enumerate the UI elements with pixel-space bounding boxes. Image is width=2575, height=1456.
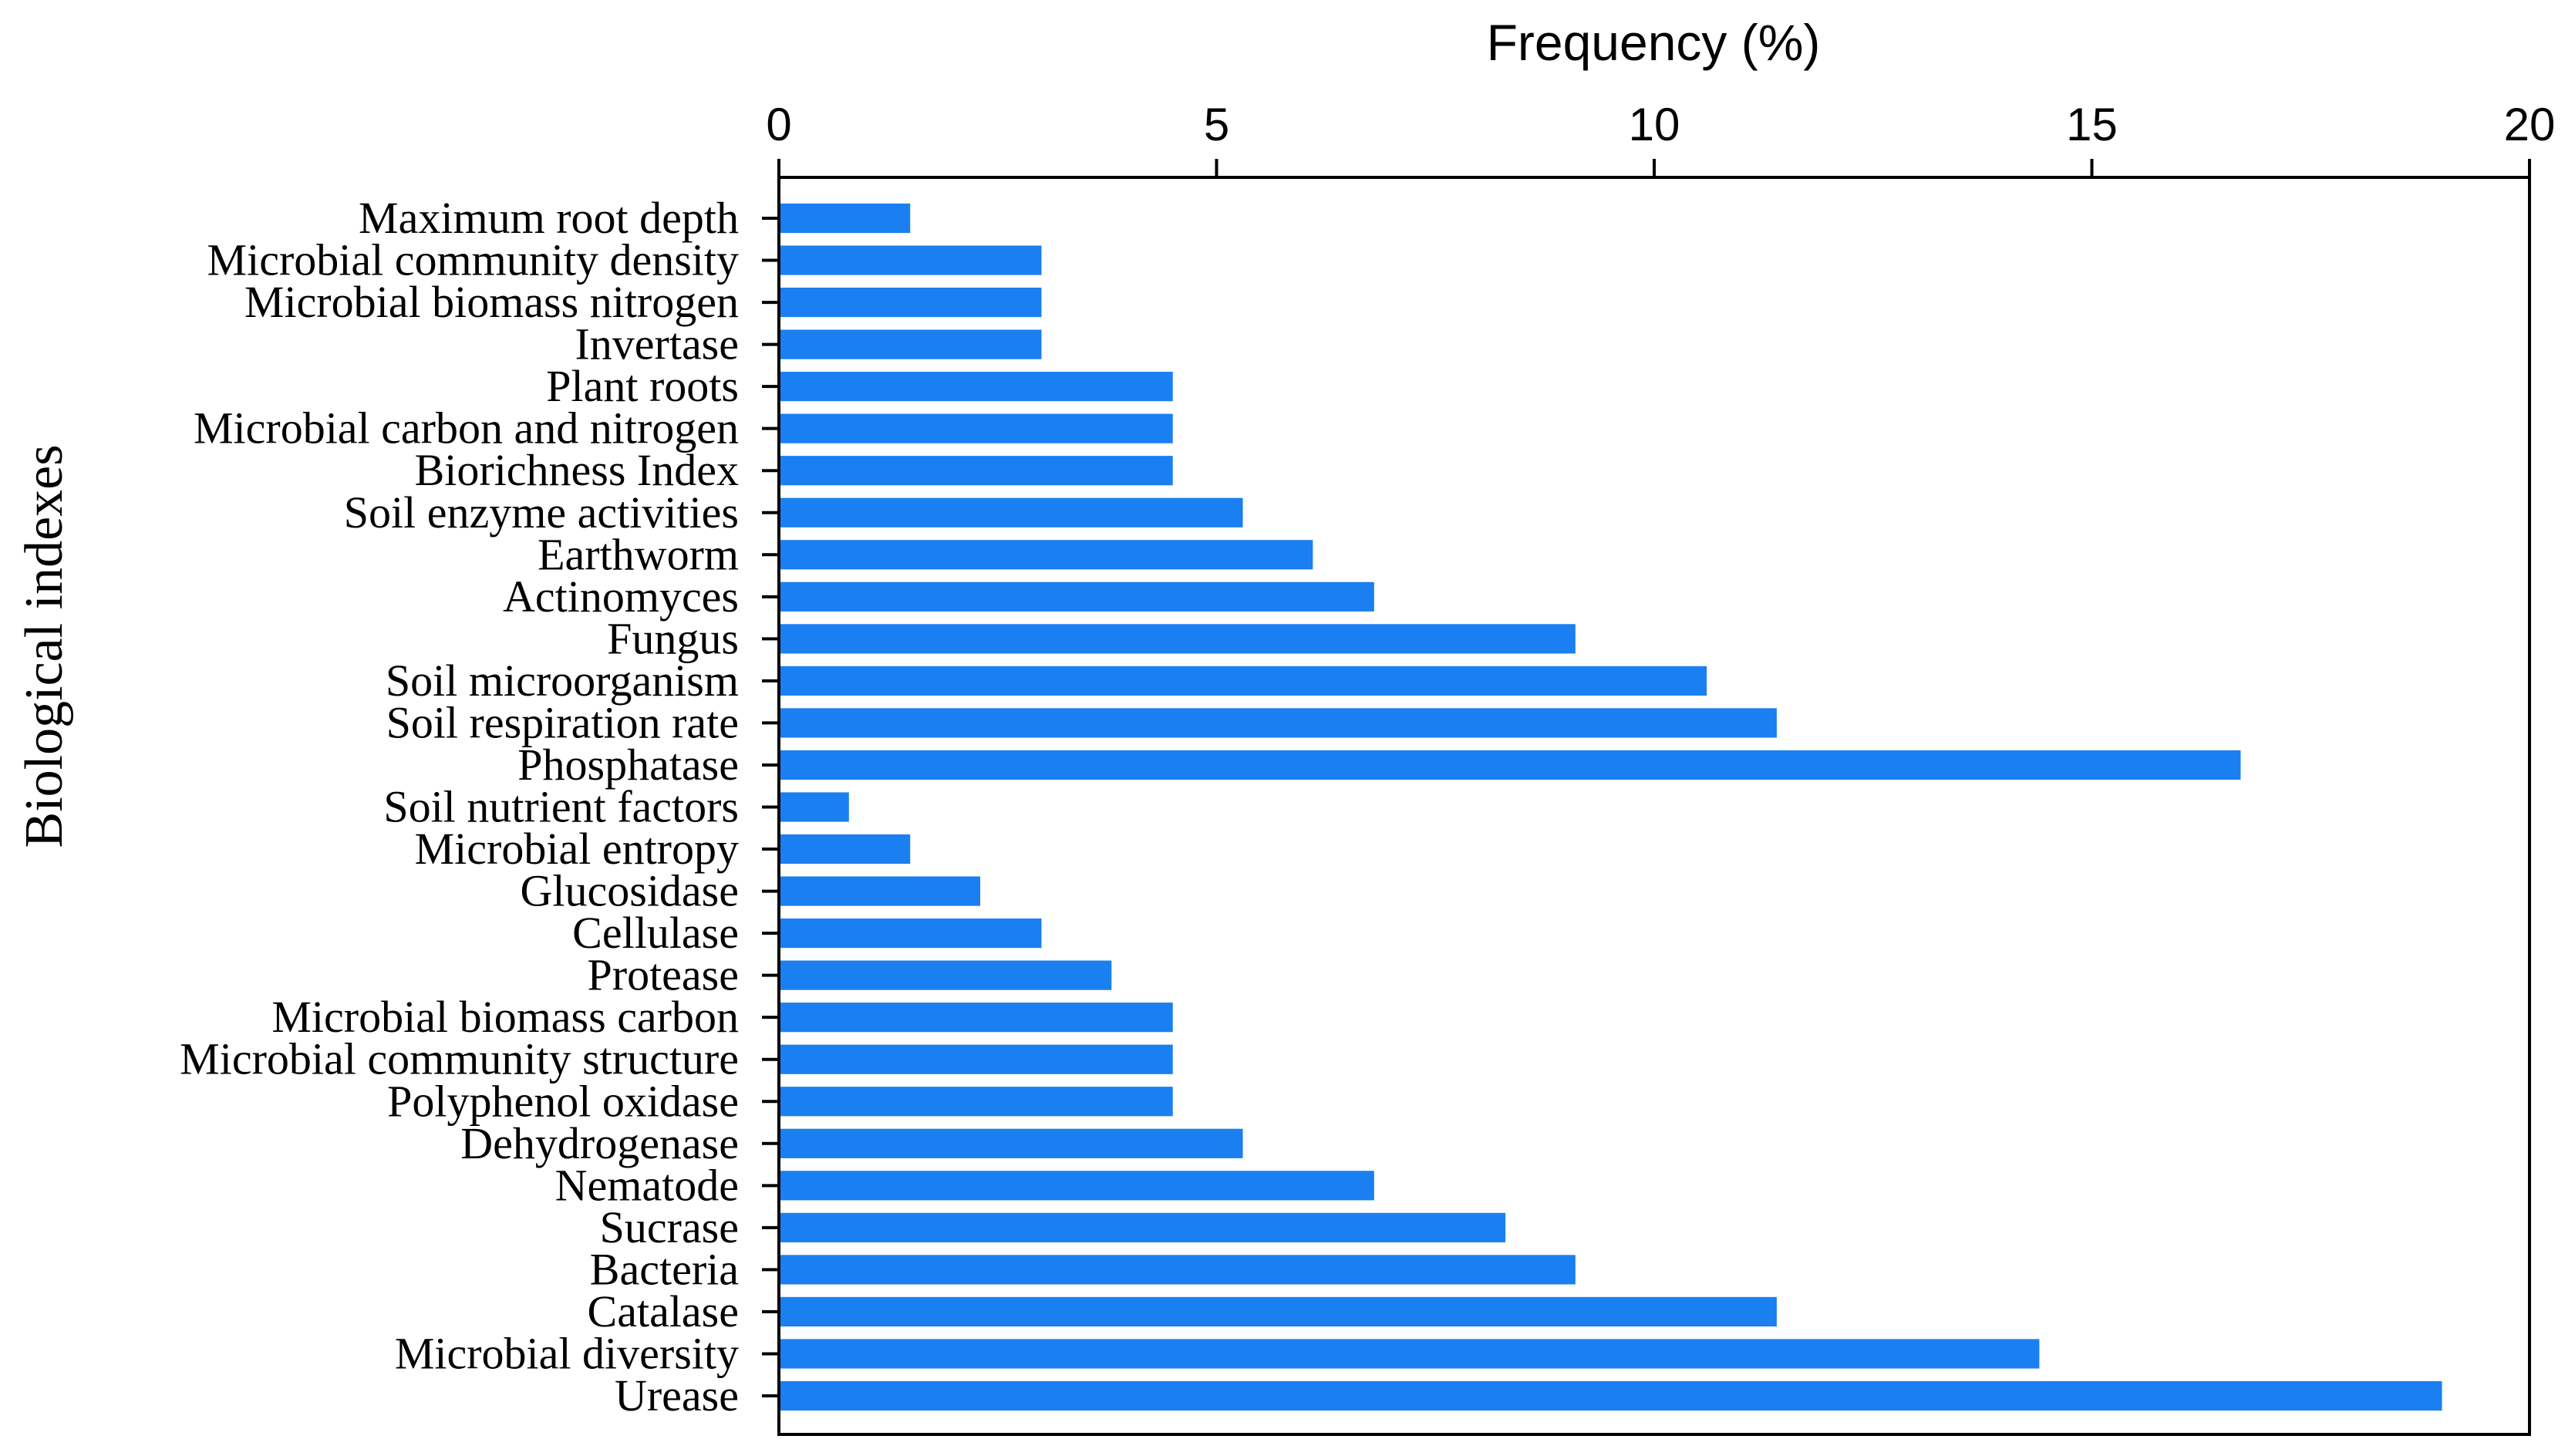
x-tick-label: 5 <box>1204 99 1229 150</box>
bar <box>779 456 1173 486</box>
x-tick-label: 10 <box>1629 99 1680 150</box>
bar <box>779 1003 1173 1033</box>
bar <box>779 413 1173 443</box>
bar <box>779 372 1173 402</box>
bar <box>779 1128 1243 1158</box>
bar <box>779 624 1576 654</box>
bar <box>779 1171 1374 1201</box>
bar-series <box>779 203 2442 1411</box>
category-label: Polyphenol oxidase <box>387 1076 739 1126</box>
category-label: Sucrase <box>600 1202 739 1252</box>
category-label: Protease <box>588 950 740 1000</box>
category-label: Bacteria <box>590 1244 739 1294</box>
category-label: Soil nutrient factors <box>383 782 739 832</box>
bar <box>779 540 1313 570</box>
category-label: Microbial carbon and nitrogen <box>194 403 739 453</box>
bar <box>779 245 1042 275</box>
category-label: Glucosidase <box>521 866 740 916</box>
category-label: Soil microorganism <box>386 656 739 706</box>
category-label: Phosphatase <box>517 740 739 790</box>
category-label: Dehydrogenase <box>460 1118 739 1168</box>
bar <box>779 666 1707 696</box>
category-label: Urease <box>615 1370 739 1421</box>
bar <box>779 1339 2040 1369</box>
x-tick-label: 20 <box>2504 99 2556 150</box>
bar <box>779 750 2241 780</box>
category-label: Plant roots <box>546 361 739 411</box>
bar <box>779 792 849 822</box>
bar <box>779 287 1042 318</box>
bar <box>779 918 1042 949</box>
category-label: Fungus <box>607 613 739 663</box>
category-label: Actinomyces <box>503 571 739 622</box>
bar <box>779 708 1777 738</box>
bar <box>779 876 981 906</box>
category-label: Microbial diversity <box>395 1328 739 1378</box>
bar <box>779 1255 1576 1285</box>
bar <box>779 203 911 234</box>
category-label: Biorichness Index <box>415 445 739 495</box>
bar <box>779 329 1042 359</box>
category-label: Maximum root depth <box>359 193 739 243</box>
category-label: Microbial entropy <box>415 824 739 874</box>
plot-frame <box>777 176 2531 1436</box>
category-label: Soil respiration rate <box>386 697 739 747</box>
x-axis-title: Frequency (%) <box>1487 14 1821 71</box>
bar <box>779 1212 1506 1242</box>
x-tick-label: 15 <box>2066 99 2118 150</box>
category-label: Soil enzyme activities <box>344 487 739 538</box>
category-label: Cellulase <box>572 908 739 958</box>
bar <box>779 1044 1173 1074</box>
category-label: Earthworm <box>538 529 739 579</box>
bar <box>779 834 911 865</box>
bar <box>779 497 1243 527</box>
x-axis: 0 5 10 15 20 <box>766 99 2555 177</box>
category-label: Microbial biomass carbon <box>271 992 739 1042</box>
bar <box>779 960 1112 990</box>
bar <box>779 581 1374 612</box>
bar <box>779 1380 2442 1411</box>
bar <box>779 1087 1173 1117</box>
category-label: Catalase <box>588 1286 739 1336</box>
category-label: Microbial community density <box>207 235 739 285</box>
category-label: Invertase <box>575 319 739 369</box>
category-label: Microbial biomass nitrogen <box>244 277 739 327</box>
y-axis-title: Biological indexes <box>15 445 74 848</box>
x-tick-label: 0 <box>766 99 791 150</box>
bar <box>779 1296 1777 1327</box>
category-label: Nematode <box>555 1160 739 1210</box>
category-label: Microbial community structure <box>180 1034 739 1084</box>
